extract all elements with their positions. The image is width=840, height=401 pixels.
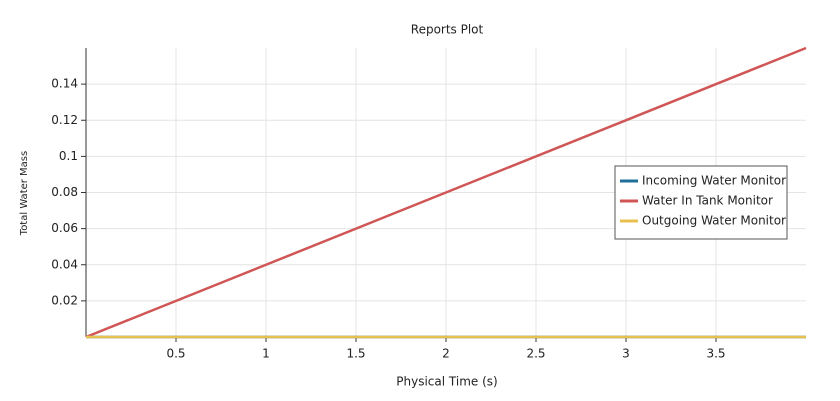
x-axis-label: Physical Time (s) xyxy=(396,375,497,389)
y-tick-label: 0.04 xyxy=(51,257,78,271)
y-tick-label: 0.06 xyxy=(51,221,78,235)
y-axis-label: Total Water Mass xyxy=(19,151,30,236)
legend: Incoming Water Monitor Water In Tank Moni… xyxy=(614,165,788,240)
legend-label: Water In Tank Monitor xyxy=(642,194,773,208)
series-line xyxy=(85,46,807,339)
y-tick-label: 0.1 xyxy=(59,149,78,163)
y-tick-label: 0.12 xyxy=(51,113,78,127)
chart-title: Reports Plot xyxy=(411,23,484,37)
legend-label: Incoming Water Monitor xyxy=(642,174,786,188)
x-tick-label: 2.5 xyxy=(526,347,545,361)
y-tick-label: 0.08 xyxy=(51,185,78,199)
x-tick-label: 3.5 xyxy=(706,347,725,361)
x-tick-label: 2 xyxy=(442,347,450,361)
x-tick-label: 1.5 xyxy=(346,347,365,361)
x-tick-label: 3 xyxy=(622,347,630,361)
y-tick-label: 0.02 xyxy=(51,293,78,307)
legend-box xyxy=(614,165,788,240)
x-tick-label: 1 xyxy=(262,347,270,361)
legend-label: Outgoing Water Monitor xyxy=(642,214,786,228)
y-tick-label: 0.14 xyxy=(51,77,78,91)
x-tick-label: 0.5 xyxy=(166,347,185,361)
